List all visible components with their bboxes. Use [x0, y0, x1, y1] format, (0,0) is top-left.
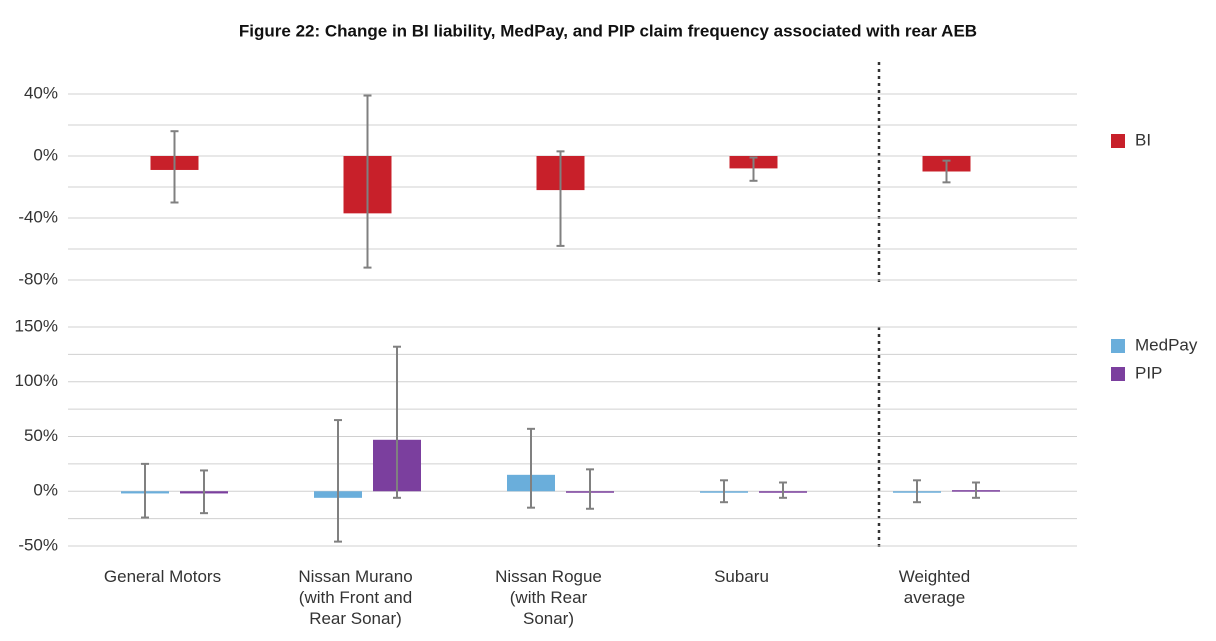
x-tick-label: Nissan Murano (with Front and Rear Sonar… [298, 567, 413, 628]
chart-title: Figure 22: Change in BI liability, MedPa… [239, 21, 977, 40]
y-tick-label: 0% [33, 481, 58, 500]
y-tick-label: 40% [24, 83, 58, 102]
legend-swatch [1111, 339, 1125, 353]
legend-swatch [1111, 134, 1125, 148]
legend-swatch [1111, 367, 1125, 381]
legend-label: MedPay [1135, 335, 1198, 354]
y-tick-label: -40% [18, 207, 58, 226]
x-tick-label: General Motors [103, 567, 222, 586]
y-tick-label: 50% [24, 426, 58, 445]
y-tick-label: 0% [33, 145, 58, 164]
x-tick-label: Nissan Rogue (with Rear Sonar) [495, 567, 602, 628]
y-tick-label: 100% [15, 371, 58, 390]
y-tick-label: -80% [18, 269, 58, 288]
legend-label: PIP [1135, 363, 1162, 382]
y-tick-label: 150% [15, 316, 58, 335]
legend-label: BI [1135, 130, 1151, 149]
x-tick-label: Weighted average [898, 567, 971, 607]
y-tick-label: -50% [18, 535, 58, 554]
x-tick-label: Subaru [714, 567, 769, 586]
